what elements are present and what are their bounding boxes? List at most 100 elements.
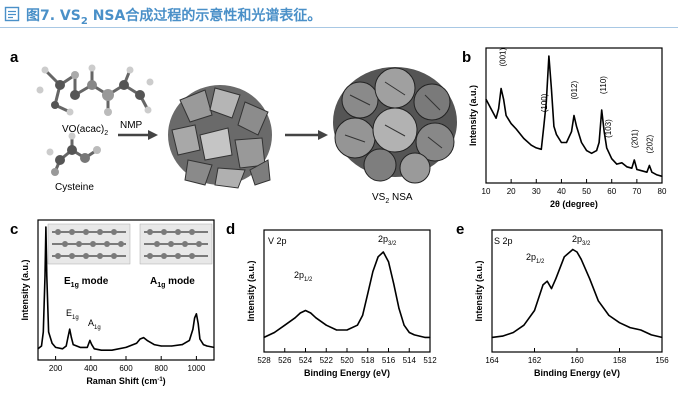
chart-c-xtick-label-2: 600 bbox=[119, 364, 133, 373]
chart-d-point-21 bbox=[408, 331, 410, 334]
chart-b-peak-label-1: (100) bbox=[540, 93, 549, 112]
chart-d-point-1 bbox=[273, 331, 275, 334]
chart-b-point-43 bbox=[656, 174, 658, 176]
panel-d-letter: d bbox=[226, 221, 235, 238]
chart-d-point-3 bbox=[294, 317, 296, 319]
cysteine-label: Cysteine bbox=[55, 182, 94, 193]
chart-d-point-20 bbox=[403, 324, 405, 326]
chart-c-point-8 bbox=[55, 346, 57, 348]
chart-b-xtick-label-0: 10 bbox=[482, 187, 491, 196]
chart-b-point-15 bbox=[548, 55, 550, 57]
chart-c-point-37 bbox=[202, 344, 205, 346]
chart-e-xtick-label-2: 160 bbox=[570, 356, 584, 365]
chart-d-point-19 bbox=[398, 307, 400, 309]
chart-b-xtick-label-5: 60 bbox=[607, 187, 616, 196]
chart-e-point-14 bbox=[597, 300, 599, 302]
chart-d-point-12 bbox=[361, 314, 364, 316]
nmp-label: NMP bbox=[120, 120, 143, 131]
chart-e-point-7 bbox=[550, 287, 553, 290]
chart-d-ylabel: Intensity (a.u.) bbox=[246, 260, 256, 321]
chart-e-xtick-label-4: 156 bbox=[655, 356, 669, 365]
panel-c-letter: c bbox=[10, 221, 18, 238]
chart-b-point-18 bbox=[555, 133, 557, 135]
s2p-title: S 2p bbox=[494, 236, 513, 246]
s2p-peak-2p32-label: 2p3/2 bbox=[572, 234, 591, 247]
chart-e-ylabel: Intensity (a.u.) bbox=[474, 260, 484, 321]
chart-b-point-38 bbox=[636, 168, 638, 171]
chart-d-point-8 bbox=[325, 324, 327, 326]
chart-c-point-14 bbox=[72, 344, 74, 346]
vo-acac2-atoms bbox=[36, 64, 154, 116]
chart-c-point-19 bbox=[93, 348, 95, 350]
chart-c-point-9 bbox=[62, 348, 64, 350]
chart-c-xlabel: Raman Shift (cm-1) bbox=[86, 376, 165, 386]
chart-c-point-25 bbox=[143, 337, 145, 339]
chart-c-point-18 bbox=[91, 344, 93, 346]
chart-b-point-24 bbox=[580, 141, 583, 144]
chart-c-point-11 bbox=[67, 337, 69, 339]
chart-d-xtick-label-0: 528 bbox=[257, 356, 271, 365]
vs2-nsa-label: VS2 NSA bbox=[372, 192, 413, 205]
xrd-chart-b: b 10 20 30 40 50 60 70 80 2θ (degree) Intensity (… bbox=[462, 47, 667, 209]
chart-e-point-12 bbox=[580, 258, 582, 260]
chart-b-peak-label-5: (103) bbox=[604, 119, 613, 138]
chart-d-xtick-label-7: 514 bbox=[403, 356, 417, 365]
chart-c-point-13 bbox=[70, 337, 73, 339]
chart-c-point-30 bbox=[181, 344, 183, 346]
chart-b-xtick-label-1: 20 bbox=[507, 187, 516, 196]
chart-d-frame bbox=[263, 229, 431, 353]
chart-c-point-29 bbox=[171, 345, 173, 347]
chart-b-frame bbox=[485, 47, 663, 184]
cysteine-atoms bbox=[46, 132, 101, 176]
chart-b-point-4 bbox=[500, 87, 502, 90]
chart-c-point-38 bbox=[206, 345, 208, 347]
chart-b-point-33 bbox=[616, 163, 618, 165]
chart-b-xtick-label-3: 40 bbox=[557, 187, 566, 196]
chart-b-point-11 bbox=[535, 147, 537, 149]
chart-b-point-13 bbox=[543, 125, 545, 127]
chart-c-point-35 bbox=[197, 323, 199, 325]
chart-e-point-13 bbox=[589, 278, 591, 280]
chart-b-point-27 bbox=[596, 150, 598, 152]
reaction-arrow-1 bbox=[118, 130, 158, 140]
chart-e-point-17 bbox=[629, 327, 631, 329]
chart-c-point-3 bbox=[44, 275, 46, 277]
chart-b-peak-label-7: (202) bbox=[645, 134, 654, 153]
chart-e-point-0 bbox=[491, 336, 493, 338]
chart-b-point-32 bbox=[611, 158, 613, 160]
raman-chart-c: c E1g mode A1g mode E bbox=[10, 219, 215, 386]
chart-d-point-9 bbox=[336, 329, 338, 331]
chart-d-xtick-label-6: 516 bbox=[382, 356, 396, 365]
chart-b-point-25 bbox=[585, 150, 588, 152]
chart-d-point-14 bbox=[372, 270, 374, 273]
chart-e-point-19 bbox=[650, 334, 652, 336]
chart-d-point-15 bbox=[377, 256, 379, 258]
chart-c-point-0 bbox=[37, 348, 39, 350]
chart-b-point-42 bbox=[651, 171, 653, 173]
chart-b-point-0 bbox=[485, 98, 487, 100]
panel-e-letter: e bbox=[456, 221, 464, 238]
chart-d-xtick-label-5: 518 bbox=[361, 356, 375, 365]
chart-c-point-15 bbox=[79, 346, 81, 348]
chart-d-xtick-label-1: 526 bbox=[278, 356, 292, 365]
chart-d-xtick-label-4: 520 bbox=[340, 356, 354, 365]
chart-c-point-32 bbox=[192, 328, 194, 330]
chart-e-point-3 bbox=[523, 324, 525, 326]
panel-b-letter: b bbox=[462, 49, 471, 66]
chart-b-peak-label-3: (012) bbox=[570, 80, 579, 99]
chart-d-point-6 bbox=[310, 312, 312, 314]
chart-b-point-26 bbox=[591, 152, 593, 154]
chart-d-xlabel: Binding Energy (eV) bbox=[304, 368, 390, 378]
chart-c-point-16 bbox=[86, 346, 88, 348]
vo-acac2-molecule bbox=[43, 68, 150, 114]
chart-d-point-7 bbox=[315, 317, 317, 319]
chart-b-peak-label-4: (110) bbox=[599, 76, 608, 94]
chart-e-xtick-label-3: 158 bbox=[613, 356, 627, 365]
chart-e-frame bbox=[491, 229, 663, 353]
chart-b-point-14 bbox=[545, 101, 547, 103]
chart-c-xtick-label-4: 1000 bbox=[188, 364, 206, 373]
chart-b-xtick-label-6: 70 bbox=[632, 187, 641, 196]
a1g-mode-structure-inset bbox=[139, 223, 213, 265]
chart-b-point-9 bbox=[523, 137, 525, 140]
chart-e-xtick-label-0: 164 bbox=[485, 356, 499, 365]
